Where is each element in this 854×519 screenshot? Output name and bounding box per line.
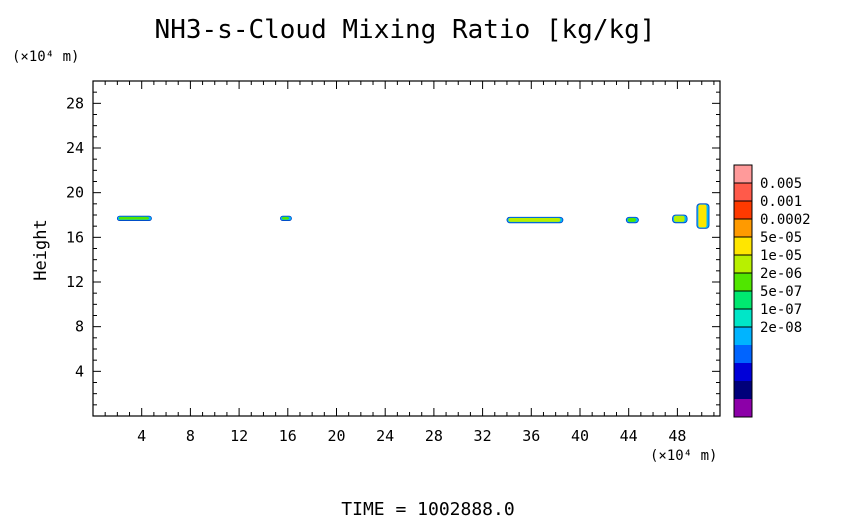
x-tick-label: 36	[522, 427, 540, 445]
cloud-patch	[281, 216, 289, 220]
chart-title: NH3-s-Cloud Mixing Ratio [kg/kg]	[155, 15, 656, 45]
colorbar-band	[734, 273, 752, 292]
x-tick-label: 40	[571, 427, 589, 445]
y-unit-label: (×10⁴ m)	[12, 49, 79, 65]
colorbar-band	[734, 327, 752, 346]
cloud-patch	[674, 215, 685, 222]
colorbar-labels: 0.005 0.001 0.0002 5e-05 1e-05 2e-06 5e-07 1e-0…	[760, 176, 811, 336]
x-tick-label: 8	[186, 427, 195, 445]
colorbar-band	[734, 309, 752, 328]
time-footer: TIME = 1002888.0	[341, 499, 514, 519]
y-tick-label: 12	[66, 273, 84, 291]
colorbar-band	[734, 345, 752, 364]
colorbar-label: 5e-05	[760, 230, 802, 246]
colorbar-label: 2e-08	[760, 320, 802, 336]
x-tick-label: 24	[376, 427, 394, 445]
y-tick-labels: 4 8 12 16 20 24 28	[66, 94, 84, 380]
colorbar-band	[734, 183, 752, 202]
colorbar	[733, 164, 753, 418]
cloud-patch	[698, 204, 707, 228]
x-tick-label: 20	[327, 427, 345, 445]
colorbar-band	[734, 291, 752, 310]
y-tick-label: 28	[66, 94, 84, 112]
x-tick-labels: 4 8 12 16 20 24 28 32 36 40 44 48	[137, 427, 686, 445]
x-tick-label: 16	[279, 427, 297, 445]
y-tick-label: 24	[66, 139, 84, 157]
colorbar-label: 0.0002	[760, 212, 811, 228]
y-tick-label: 8	[75, 318, 84, 336]
x-tick-label: 48	[668, 427, 686, 445]
y-tick-label: 4	[75, 362, 84, 380]
colorbar-band	[734, 255, 752, 274]
y-axis-label: Height	[31, 219, 51, 280]
cloud-field	[116, 203, 710, 229]
colorbar-label: 1e-07	[760, 302, 802, 318]
cloud-patch	[627, 218, 636, 222]
cloud-patch	[118, 216, 149, 220]
colorbar-label: 5e-07	[760, 284, 802, 300]
colorbar-label: 0.001	[760, 194, 802, 210]
colorbar-band	[734, 363, 752, 382]
colorbar-band	[734, 201, 752, 220]
colorbar-label: 0.005	[760, 176, 802, 192]
colorbar-label: 1e-05	[760, 248, 802, 264]
colorbar-band	[734, 237, 752, 256]
x-tick-label: 4	[137, 427, 146, 445]
colorbar-band	[734, 381, 752, 400]
x-unit-label: (×10⁴ m)	[650, 448, 717, 464]
y-tick-label: 16	[66, 228, 84, 246]
colorbar-band	[734, 165, 752, 184]
x-tick-label: 12	[230, 427, 248, 445]
y-tick-label: 20	[66, 184, 84, 202]
x-tick-label: 28	[425, 427, 443, 445]
plot-frame	[92, 80, 721, 417]
x-tick-label: 44	[620, 427, 638, 445]
colorbar-band	[734, 219, 752, 238]
cloud-patch	[508, 218, 561, 222]
colorbar-label: 2e-06	[760, 266, 802, 282]
axis-ticks	[93, 81, 720, 416]
colorbar-band	[734, 399, 752, 418]
x-tick-label: 32	[474, 427, 492, 445]
